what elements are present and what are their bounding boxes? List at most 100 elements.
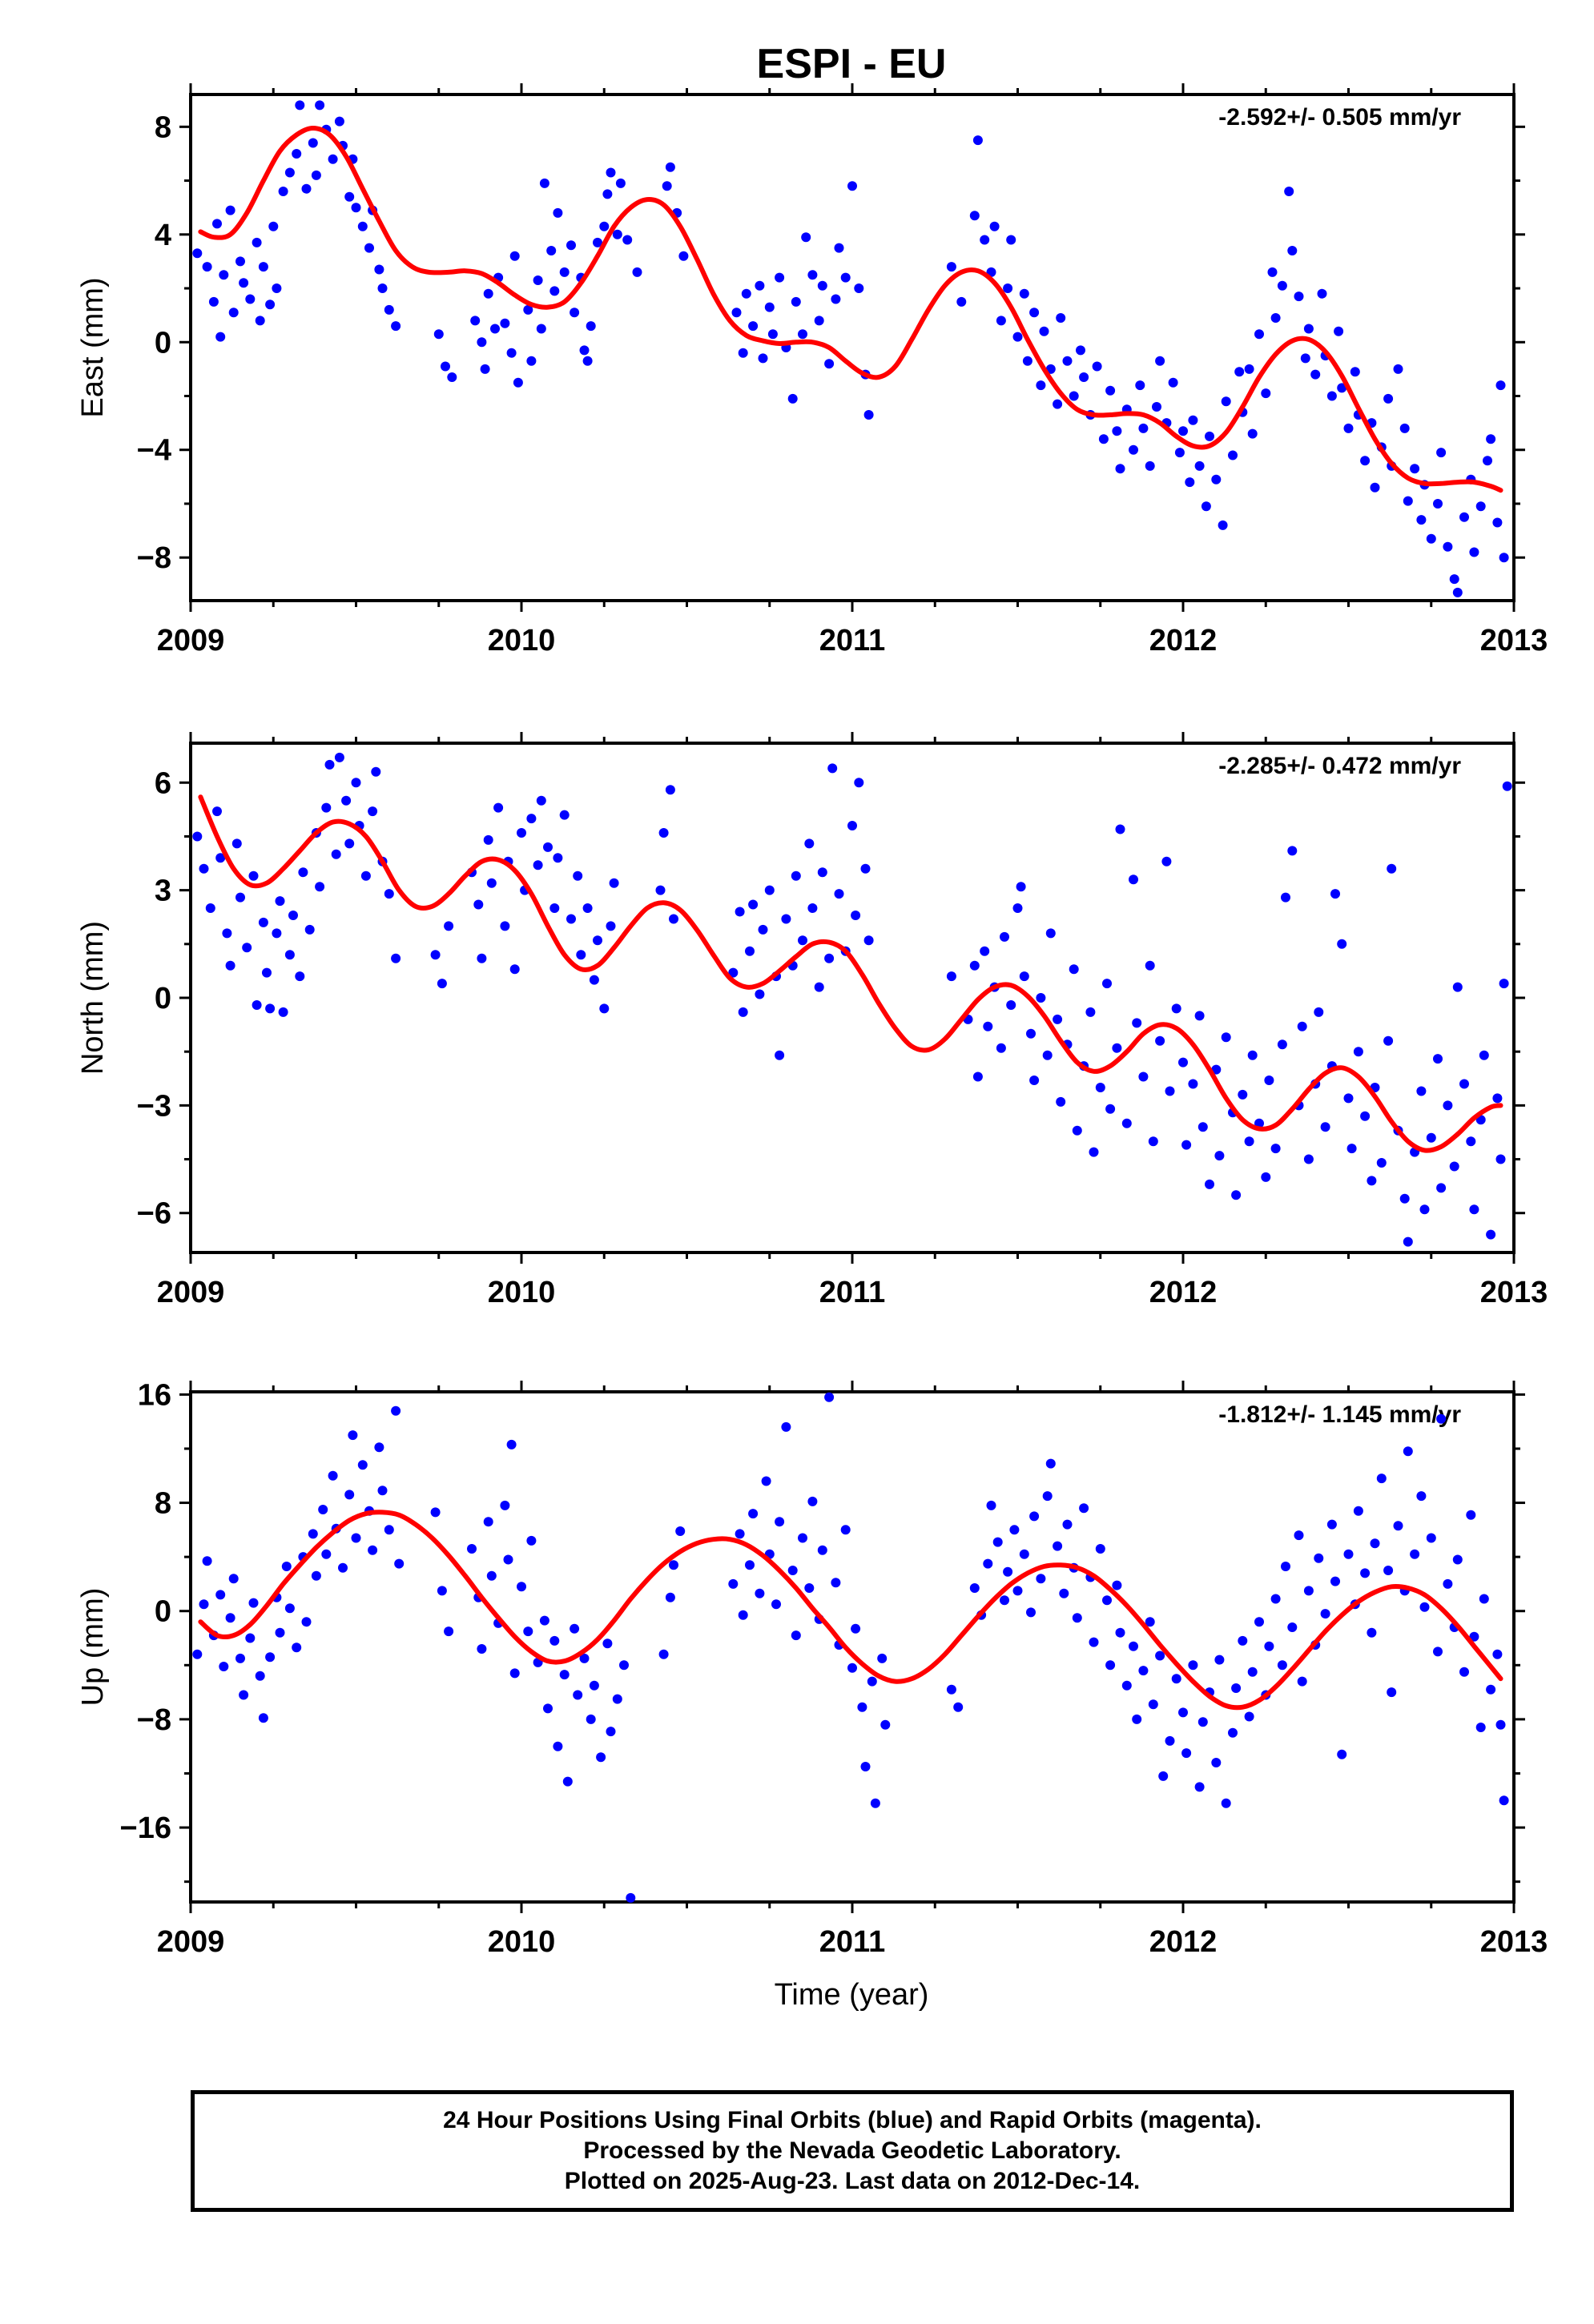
up-data-point xyxy=(1042,1491,1053,1502)
east-data-point xyxy=(1334,326,1344,336)
up-data-point xyxy=(619,1660,629,1671)
east-data-point xyxy=(513,377,523,388)
up-data-point xyxy=(1029,1511,1040,1522)
east-data-point xyxy=(1228,450,1238,460)
up-data-point xyxy=(877,1653,888,1663)
east-data-point xyxy=(506,348,517,358)
east-data-point xyxy=(1168,377,1178,388)
up-data-point xyxy=(1479,1594,1489,1604)
north-rate-label: -2.285+/- 0.472 mm/yr xyxy=(1218,753,1461,779)
up-data-point xyxy=(612,1694,622,1704)
up-data-point xyxy=(1045,1458,1056,1469)
up-data-point xyxy=(1129,1641,1138,1651)
up-data-point xyxy=(1326,1519,1337,1530)
east-data-point xyxy=(1211,474,1222,485)
east-data-point xyxy=(1145,460,1155,471)
up-data-point xyxy=(1053,1541,1063,1551)
north-data-point xyxy=(1102,979,1112,989)
east-data-point xyxy=(212,219,222,229)
up-data-point xyxy=(589,1680,599,1691)
east-data-point xyxy=(1370,482,1380,493)
up-rate-label: -1.812+/- 1.145 mm/yr xyxy=(1218,1401,1461,1428)
east-data-point xyxy=(1383,393,1394,404)
east-data-point xyxy=(1019,288,1029,299)
north-x-tick-label: 2012 xyxy=(1149,1276,1218,1309)
east-data-point xyxy=(255,316,265,326)
east-data-point xyxy=(477,337,487,348)
north-data-point xyxy=(493,802,504,813)
north-data-point xyxy=(384,889,394,899)
east-data-point xyxy=(1426,533,1436,544)
up-data-point xyxy=(384,1525,394,1535)
east-data-point xyxy=(219,270,229,280)
east-data-point xyxy=(1459,512,1469,522)
east-data-point xyxy=(807,270,818,280)
up-data-point xyxy=(735,1529,745,1539)
up-data-point xyxy=(831,1578,841,1588)
east-data-point xyxy=(741,288,751,299)
north-data-point xyxy=(1383,1035,1394,1046)
up-data-point xyxy=(199,1599,209,1610)
footer-box: 24 Hour Positions Using Final Orbits (bl… xyxy=(191,2090,1514,2212)
north-data-point xyxy=(655,885,666,895)
east-points xyxy=(192,100,1509,597)
east-data-point xyxy=(228,308,239,318)
north-data-point xyxy=(526,814,537,824)
east-data-point xyxy=(1337,383,1347,393)
up-data-point xyxy=(348,1430,358,1441)
north-data-point xyxy=(764,885,775,895)
up-y-axis-label: Up (mm) xyxy=(76,1588,110,1707)
north-data-point xyxy=(1129,875,1138,885)
up-data-point xyxy=(391,1405,401,1416)
north-data-point xyxy=(1244,1136,1254,1147)
north-data-point xyxy=(536,795,546,806)
east-data-point xyxy=(1039,326,1049,336)
north-data-point xyxy=(553,853,563,863)
up-data-point xyxy=(344,1490,355,1500)
north-data-point xyxy=(1056,1096,1066,1107)
north-data-point xyxy=(1452,982,1463,992)
up-data-point xyxy=(228,1574,239,1584)
up-data-point xyxy=(202,1556,212,1566)
up-data-point xyxy=(1072,1613,1082,1623)
east-data-point xyxy=(523,304,533,315)
east-data-point xyxy=(533,275,543,285)
east-data-point xyxy=(602,189,613,199)
north-data-point xyxy=(1466,1136,1476,1147)
north-data-point xyxy=(1403,1236,1413,1247)
north-data-point xyxy=(748,899,759,910)
up-data-point xyxy=(728,1578,739,1589)
east-data-point xyxy=(1036,380,1046,391)
north-data-point xyxy=(258,917,268,927)
north-data-point xyxy=(996,1043,1006,1053)
east-data-point xyxy=(1499,553,1509,563)
north-data-point xyxy=(1376,1158,1387,1168)
east-data-point xyxy=(599,221,610,231)
east-data-point xyxy=(1469,547,1479,557)
up-data-point xyxy=(377,1486,388,1496)
north-data-point xyxy=(391,953,401,963)
up-data-point xyxy=(248,1598,259,1608)
north-data-point xyxy=(1387,863,1397,874)
east-data-point xyxy=(972,135,983,146)
up-data-point xyxy=(311,1570,321,1581)
north-data-point xyxy=(517,828,526,838)
north-data-point xyxy=(1194,1011,1205,1021)
east-data-point xyxy=(606,167,616,178)
up-data-point xyxy=(1228,1727,1238,1738)
up-x-tick-label: 2011 xyxy=(819,1925,885,1959)
up-data-point xyxy=(275,1627,285,1638)
up-data-point xyxy=(626,1892,636,1903)
up-data-point xyxy=(215,1590,226,1600)
up-data-point xyxy=(1492,1649,1503,1659)
north-data-point xyxy=(1247,1050,1258,1060)
north-data-point xyxy=(755,989,765,999)
up-data-point xyxy=(225,1613,235,1623)
east-data-point xyxy=(817,280,827,291)
north-data-point xyxy=(745,946,755,956)
north-data-point xyxy=(341,795,352,806)
east-data-point xyxy=(509,251,520,261)
east-data-point xyxy=(1433,499,1443,509)
east-data-point xyxy=(1194,460,1205,471)
up-data-point xyxy=(281,1562,292,1571)
